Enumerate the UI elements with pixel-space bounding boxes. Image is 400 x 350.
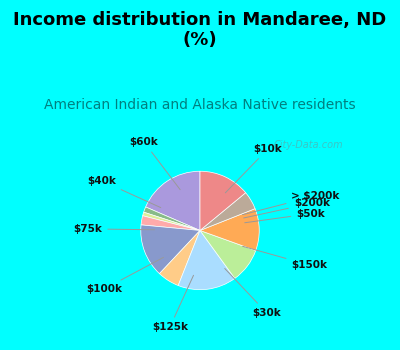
Text: City-Data.com: City-Data.com: [274, 140, 343, 150]
Text: > $200k: > $200k: [242, 191, 340, 215]
Wedge shape: [141, 216, 200, 230]
Text: $60k: $60k: [130, 137, 180, 190]
Wedge shape: [144, 207, 200, 230]
Wedge shape: [200, 193, 255, 230]
Text: $100k: $100k: [86, 257, 164, 294]
Wedge shape: [178, 230, 235, 290]
Text: $125k: $125k: [152, 275, 194, 332]
Text: $200k: $200k: [244, 198, 330, 218]
Text: Income distribution in Mandaree, ND
(%): Income distribution in Mandaree, ND (%): [13, 10, 387, 49]
Wedge shape: [200, 209, 259, 251]
Text: $10k: $10k: [225, 144, 282, 193]
Text: $40k: $40k: [87, 176, 161, 208]
Wedge shape: [200, 171, 246, 230]
Wedge shape: [141, 225, 200, 274]
Text: American Indian and Alaska Native residents: American Indian and Alaska Native reside…: [44, 98, 356, 112]
Wedge shape: [143, 212, 200, 230]
Text: $75k: $75k: [74, 224, 154, 234]
Text: $50k: $50k: [245, 209, 325, 223]
Text: $30k: $30k: [225, 268, 281, 318]
Wedge shape: [200, 230, 256, 278]
Wedge shape: [160, 230, 200, 286]
Wedge shape: [146, 171, 200, 230]
Text: $150k: $150k: [242, 246, 328, 270]
